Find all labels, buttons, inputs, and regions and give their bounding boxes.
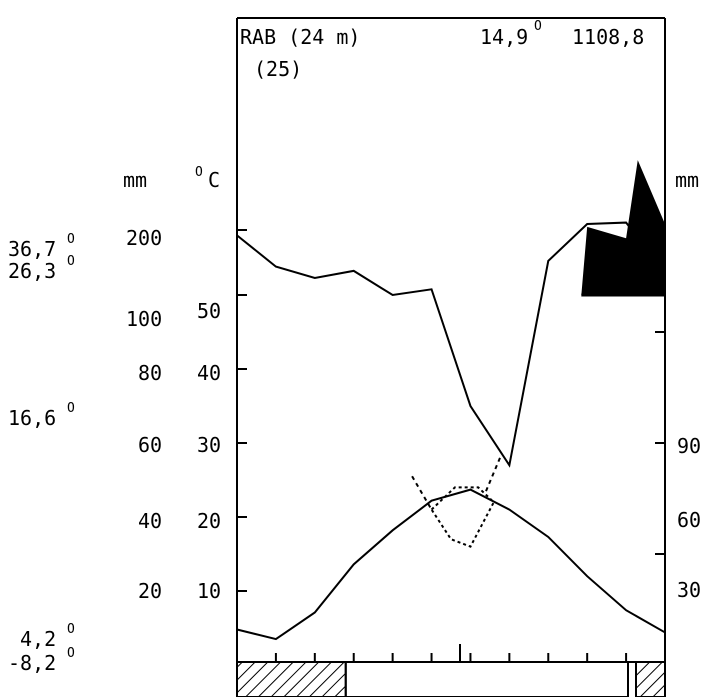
frost-free-period [344,661,629,697]
extreme-mean-daily-variation-degree: O [67,401,75,416]
extreme-mean-min: 4,2 [20,627,56,651]
frost-bar [236,661,666,697]
right-tick-label: 30 [677,578,701,602]
temp-tick-label: 50 [197,299,221,323]
precipitation-curve [236,221,666,468]
precip-excess-area [430,160,665,548]
precip-tick-label: 60 [138,433,162,457]
temp-unit-degree: O [195,165,203,180]
mean-annual-temperature: 14,9 [480,25,528,49]
dry-period-area [430,486,496,548]
years-of-observation: (25) [254,57,302,81]
extreme-min-absolute: -8,2 [8,651,56,675]
precip-axis-labels: 200 100 80 60 40 20 [126,226,162,603]
axis-ticks [236,229,666,662]
right-precip-unit: mm [675,168,699,192]
frost-months-jan-mar [236,661,347,697]
precip-tick-label: 100 [126,307,162,331]
precip-tick-label: 200 [126,226,162,250]
extreme-mean-max: 26,3 [8,259,56,283]
extreme-mean-max-degree: O [67,254,75,269]
series-lines [236,221,666,641]
temp-tick-label: 40 [197,361,221,385]
temperature-curve [236,488,666,641]
mean-temperature-degree: O [534,19,542,34]
extreme-max-absolute-degree: O [67,232,75,247]
precip-dashed-segment [411,475,433,511]
right-axis-labels: 90 60 30 [677,434,701,602]
precip-tick-label: 80 [138,361,162,385]
precip-tick-label: 40 [138,509,162,533]
extreme-max-absolute: 36,7 [8,237,56,261]
temp-tick-label: 30 [197,433,221,457]
precip-tick-label: 20 [138,579,162,603]
left-precip-unit: mm [123,168,147,192]
temp-tick-label: 10 [197,579,221,603]
annual-precipitation: 1108,8 [572,25,644,49]
header: RAB (24 m) (25) 14,9 O 1108,8 [240,19,644,81]
temp-unit: C [208,168,220,192]
extreme-mean-daily-variation: 16,6 [8,406,56,430]
temperature-extremes: 36,7 O 26,3 O 16,6 O 4,2 O -8,2 O [8,232,75,675]
temp-axis-labels: 50 40 30 20 10 [197,299,221,603]
frost-months-dec [635,661,666,697]
extreme-mean-min-degree: O [67,622,75,637]
right-tick-label: 90 [677,434,701,458]
right-tick-label: 60 [677,508,701,532]
temp-tick-label: 20 [197,509,221,533]
humid-excess-fill [581,160,665,295]
precip-dashed-segment [485,453,503,492]
station-name: RAB (24 m) [240,25,360,49]
extreme-min-absolute-degree: O [67,646,75,661]
